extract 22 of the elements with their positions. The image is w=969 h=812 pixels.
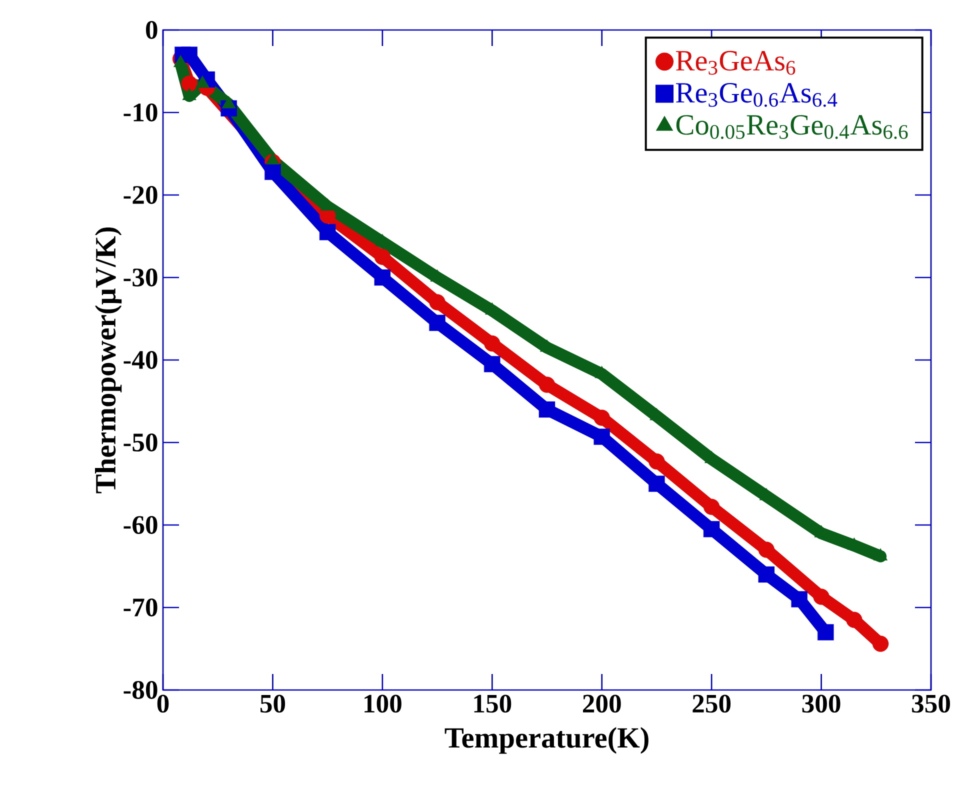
x-tick-label: 50	[260, 694, 286, 713]
x-tick-label: 150	[474, 694, 512, 713]
x-tick-label: 300	[802, 694, 840, 713]
legend-label: Re$_{3}$GeAs$_{6}$	[676, 50, 796, 75]
x-tick-label: 200	[582, 694, 621, 713]
x-axis-title: Temperature(K)	[444, 727, 648, 754]
y-axis-title: Thermopower(μV/K)	[95, 227, 122, 494]
legend-label: Re$_{3}$Ge$_{0.6}$As$_{6.4}$	[676, 83, 838, 107]
x-tick-label: 250	[692, 694, 731, 713]
x-tick-label: 350	[912, 694, 950, 713]
y-tick-label: -50	[124, 433, 158, 452]
y-tick-label: -40	[124, 350, 158, 369]
legend-label: Co$_{0.05}$Re$_{3}$Ge$_{0.4}$As$_{6.6}$	[676, 115, 908, 139]
x-tick-label: 0	[157, 694, 169, 713]
y-tick-label: -70	[124, 598, 158, 616]
y-tick-label: -80	[124, 680, 158, 699]
y-tick-label: -30	[124, 268, 158, 286]
x-tick-label: 100	[364, 694, 402, 713]
y-tick-label: -20	[124, 186, 158, 204]
y-tick-label: -60	[124, 516, 158, 534]
y-tick-label: 0	[146, 20, 158, 39]
y-tick-label: -10	[124, 103, 158, 122]
